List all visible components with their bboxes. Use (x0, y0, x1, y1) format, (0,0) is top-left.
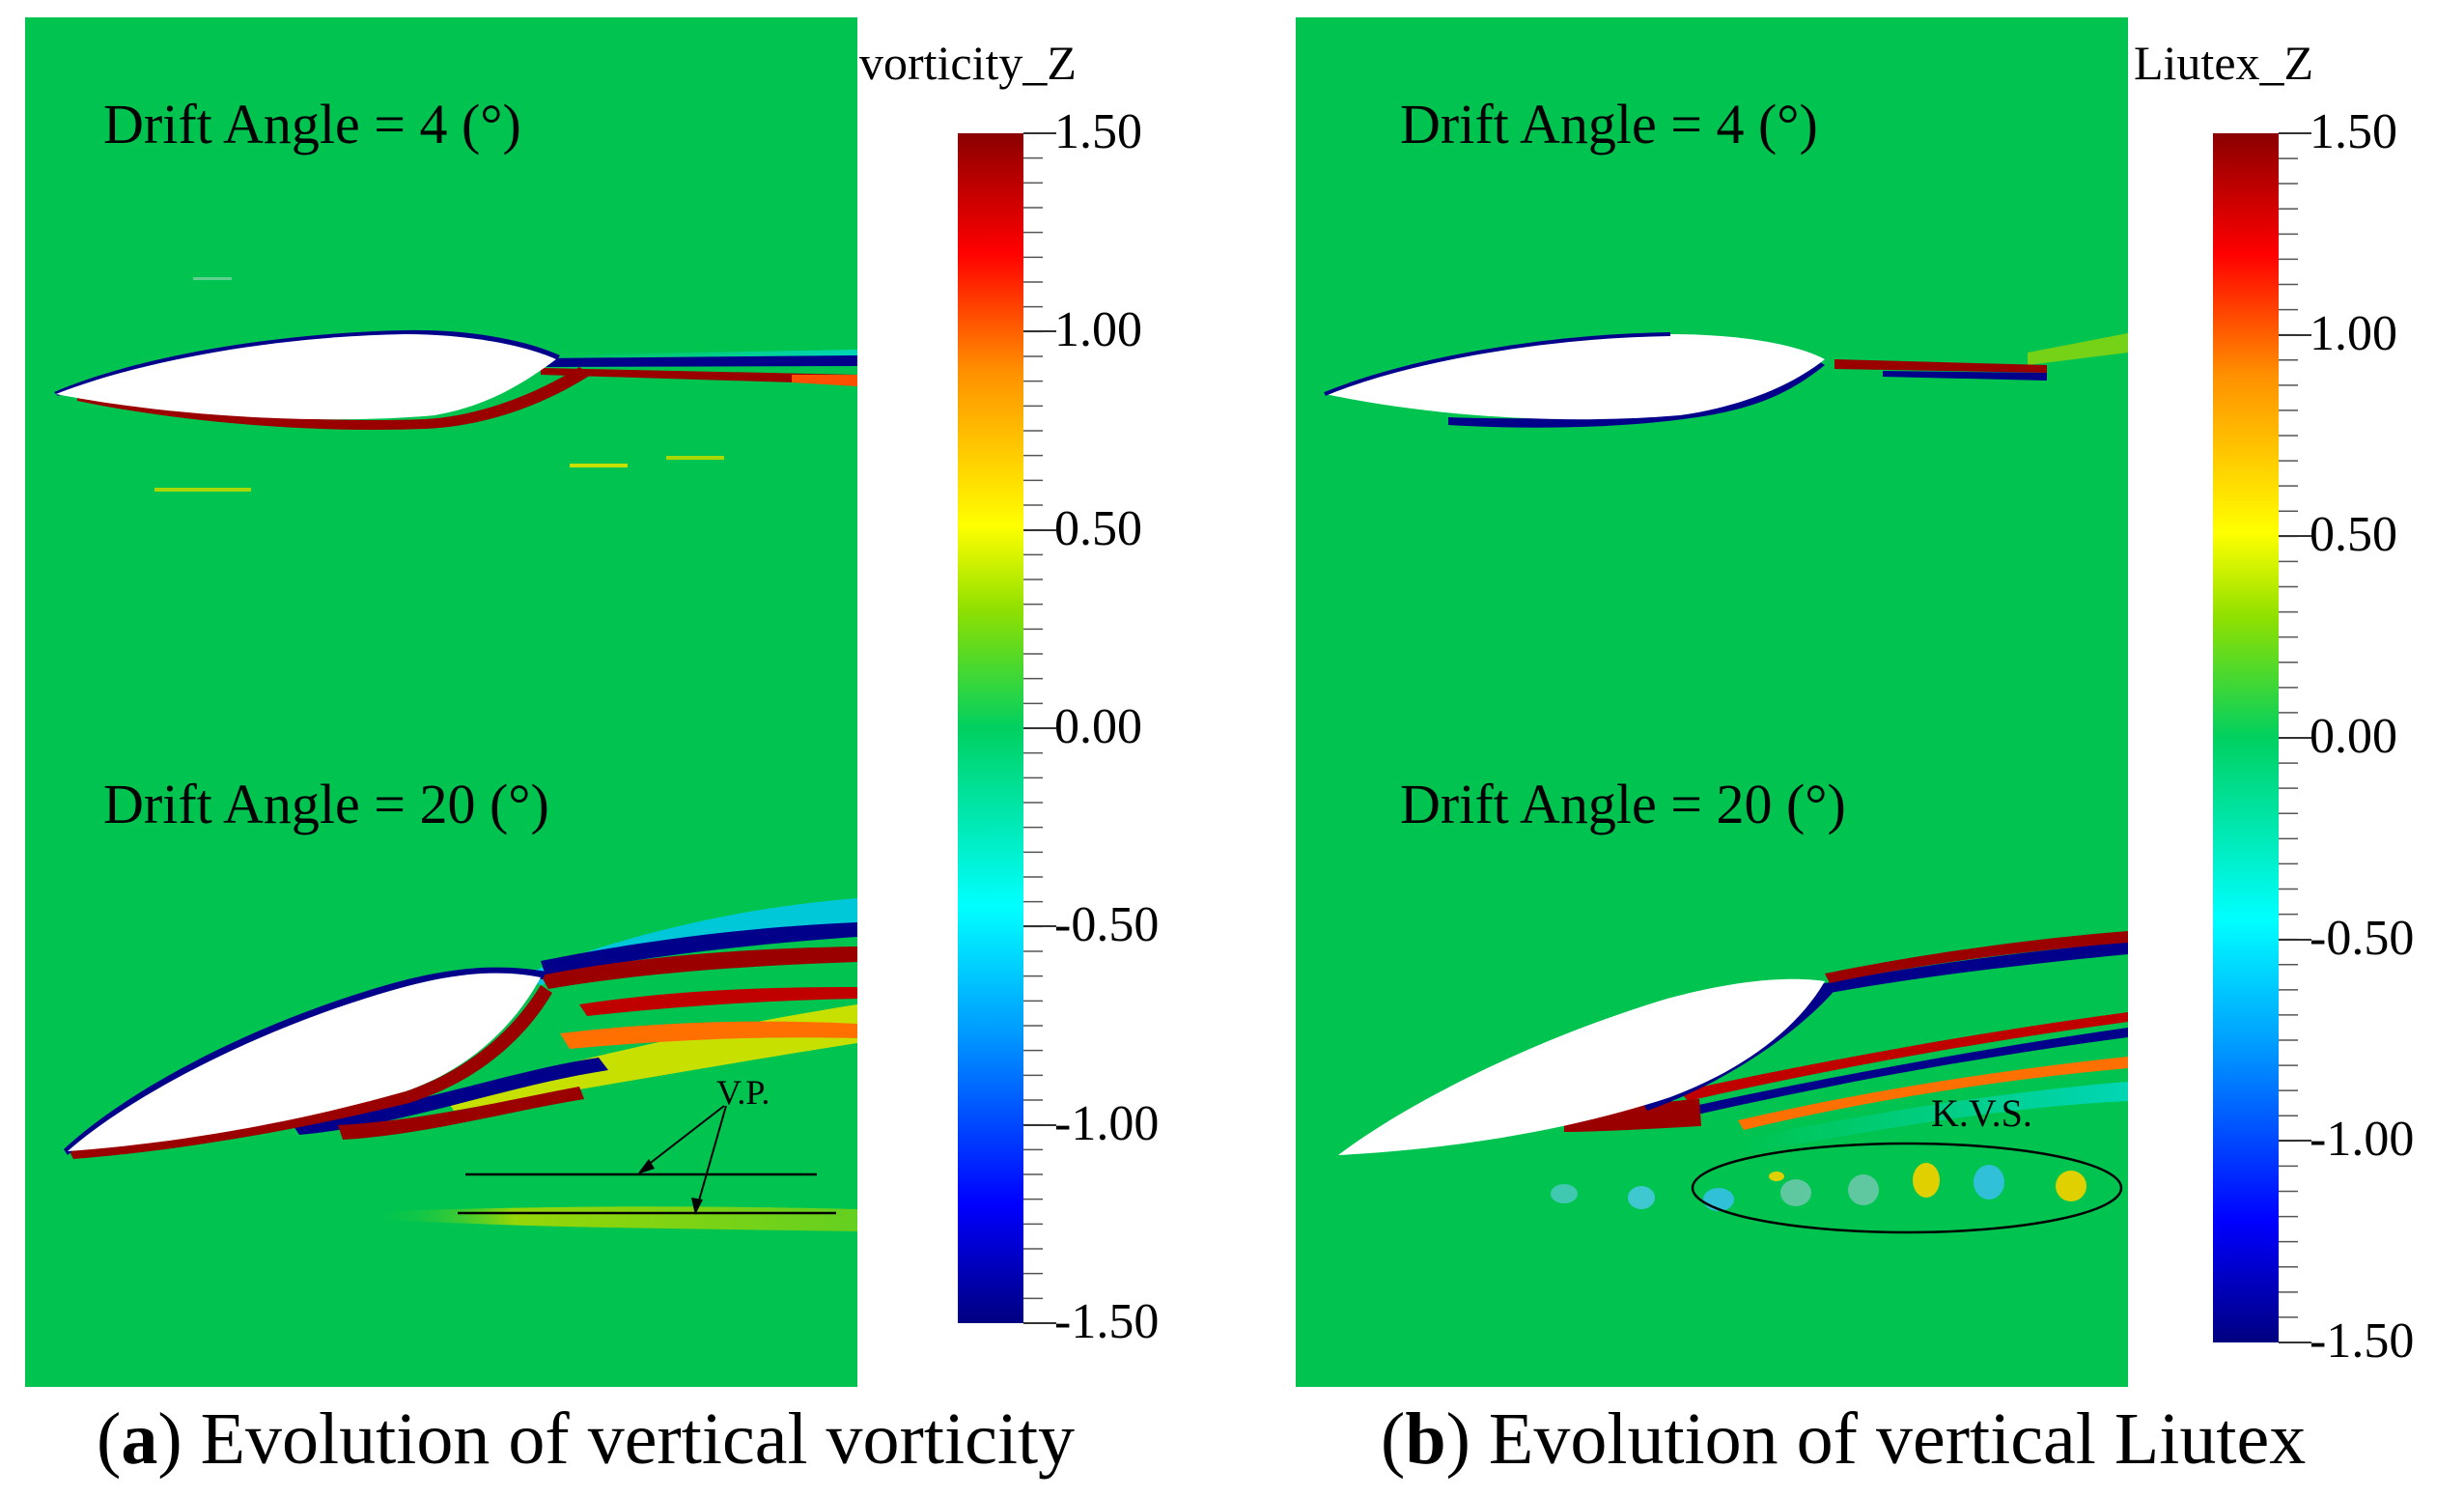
colorbar-b-tick-label: 0.00 (2310, 709, 2397, 764)
colorbar-a-major-ticks (1023, 132, 1056, 1324)
vortex-blob (1703, 1188, 1734, 1211)
vortex-blob (1848, 1174, 1879, 1205)
panel-a-field (25, 17, 857, 1387)
wake-blue-band (541, 922, 857, 975)
vp-arrow-1 (642, 1105, 725, 1170)
hull-lower-shear (70, 985, 552, 1159)
colorbar-a-tick-label: 0.00 (1054, 699, 1142, 754)
wake-blue-band (1815, 942, 2128, 995)
colorbar-b-tick-label: -0.50 (2310, 911, 2414, 966)
caption-b-text: Evolution of vertical Liutex (1488, 1398, 2307, 1480)
kvs-label: K.V.S. (1931, 1091, 2032, 1135)
colorbar-a: vorticity_Z 1.50 1.00 0.50 0.00 -0.50 -1… (859, 36, 1159, 1349)
colorbar-b-tick-label: -1.50 (2310, 1313, 2414, 1369)
wake-blue-band-2 (1690, 1028, 2128, 1115)
hull-body (68, 973, 541, 1151)
wake-upper-yellow (2028, 333, 2128, 365)
colorbar-b-title: Liutex_Z (2134, 36, 2313, 90)
vortex-blob (1628, 1186, 1655, 1209)
vortex-blob (1769, 1172, 1784, 1181)
colorbar-a-tick-label: -0.50 (1054, 897, 1159, 952)
hull-outline (1324, 332, 1671, 396)
wake-red-block (1564, 1099, 1701, 1132)
colorbar-b-bar (2213, 133, 2279, 1342)
hull-body (1325, 334, 1825, 420)
panel-b-label-4deg: Drift Angle = 4 (°) (1400, 93, 1818, 155)
colorbar-a-tick-label: -1.00 (1054, 1096, 1159, 1151)
vortex-blob (1913, 1163, 1940, 1198)
wake-flake (193, 277, 232, 280)
wake-orange-edge (792, 375, 857, 386)
colorbar-b-tick-label: 0.50 (2310, 507, 2397, 562)
wake-orange-band (1738, 1057, 2128, 1130)
colorbar-a-tick-label: -1.50 (1054, 1294, 1159, 1349)
caption-b-letter: b (1405, 1398, 1446, 1480)
colorbar-b-tick-label: 1.50 (2310, 104, 2397, 159)
kvs-ellipse (1691, 1142, 2123, 1234)
vortex-blob (2056, 1171, 2086, 1201)
vortex-blob (1780, 1179, 1811, 1206)
colorbar-a-tick-label: 1.00 (1054, 302, 1142, 357)
colorbar-b-tick-label: -1.00 (2310, 1112, 2414, 1167)
wake-dark-blue-streak (541, 355, 857, 367)
wake-red-streak (541, 368, 857, 384)
panel-b: K.V.S. Drift Angle = 4 (°) Drift Angle =… (1296, 17, 2128, 1387)
colorbar-b: Liutex_Z 1.50 1.00 0.50 0.00 -0.50 -1.00… (2134, 36, 2414, 1369)
vp-arrow-2 (696, 1105, 727, 1208)
panel-a: V.P. Drift Angle = 4 (°) Drift Angle = 2… (25, 17, 857, 1387)
panel-b-label-20deg: Drift Angle = 20 (°) (1400, 773, 1846, 835)
colorbar-a-bar (958, 133, 1023, 1323)
colorbar-b-major-ticks (2279, 132, 2311, 1343)
wake-red-band (1825, 931, 2128, 983)
hull-lower-liutex (1448, 359, 1825, 428)
hull-body (56, 334, 556, 420)
caption-b: (b) Evolution of vertical Liutex (1381, 1398, 2307, 1480)
wake-flake (154, 488, 251, 492)
panel-a-hull-4deg (54, 277, 857, 492)
colorbar-a-tick-label: 0.50 (1054, 501, 1142, 556)
wake-flake (666, 456, 724, 460)
panel-a-label-4deg: Drift Angle = 4 (°) (103, 93, 521, 155)
hull-body (1338, 978, 1825, 1155)
colorbar-a-title: vorticity_Z (859, 36, 1077, 90)
panel-a-label-20deg: Drift Angle = 20 (°) (103, 773, 549, 835)
vortex-blob (1551, 1184, 1578, 1203)
vortex-blob (1974, 1165, 2004, 1200)
wake-cyan-plume (1738, 1082, 2128, 1154)
colorbar-b-tick-label: 1.00 (2310, 306, 2397, 361)
colorbar-a-tick-label: 1.50 (1054, 104, 1142, 159)
panel-b-hull-4deg (1324, 332, 2128, 428)
wake-red-band-2 (1680, 1012, 2128, 1101)
panel-b-hull-20deg: K.V.S. (1338, 931, 2128, 1234)
wake-blue-band-2 (290, 1058, 608, 1135)
wake-flake (570, 464, 628, 467)
arrowhead-icon (691, 1198, 703, 1215)
panel-a-hull-20deg (64, 898, 857, 1231)
wake-red-streak (1834, 359, 2047, 373)
caption-a-letter: a (121, 1398, 158, 1480)
wake-red-band-3 (338, 1087, 584, 1140)
vp-annotation: V.P. (458, 1073, 836, 1215)
wake-blue-streak (1883, 371, 2047, 381)
wake-red-band-2 (579, 987, 857, 1016)
wake-orange-band (560, 1021, 857, 1049)
panel-b-field (1296, 17, 2128, 1387)
caption-a-text: Evolution of vertical vorticity (200, 1398, 1076, 1480)
hull-lower-shear (77, 367, 591, 430)
arrowhead-icon (637, 1159, 655, 1174)
caption-a: (a) Evolution of vertical vorticity (97, 1398, 1076, 1480)
vp-label: V.P. (716, 1073, 770, 1112)
wake-red-band (541, 946, 857, 989)
